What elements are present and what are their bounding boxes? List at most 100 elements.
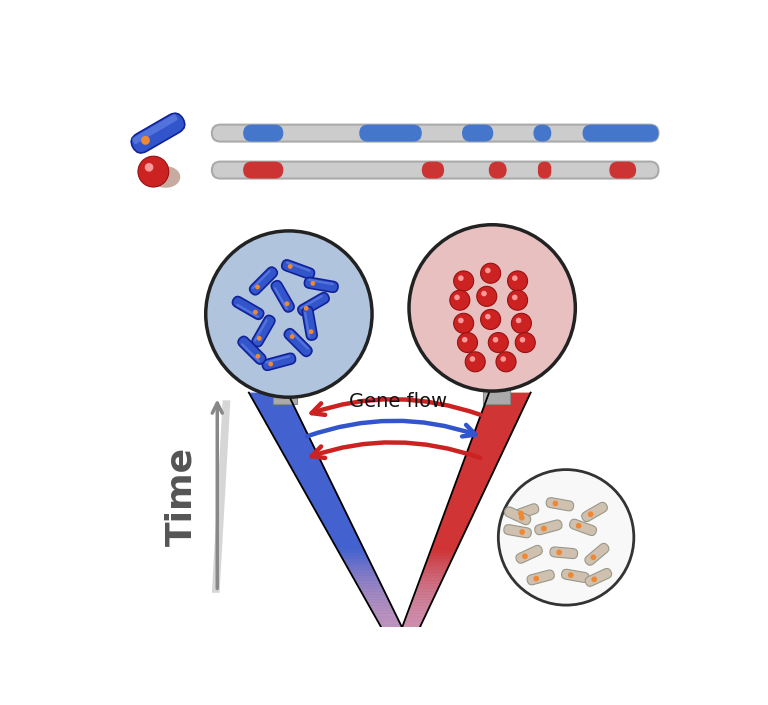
Circle shape [290, 334, 294, 339]
FancyBboxPatch shape [290, 331, 309, 350]
FancyBboxPatch shape [271, 281, 294, 312]
FancyBboxPatch shape [284, 329, 312, 357]
Circle shape [508, 271, 528, 291]
Ellipse shape [483, 295, 495, 302]
Circle shape [496, 352, 516, 372]
FancyBboxPatch shape [241, 343, 260, 362]
FancyBboxPatch shape [505, 507, 531, 525]
Polygon shape [347, 567, 376, 575]
Circle shape [481, 309, 501, 329]
Polygon shape [366, 600, 392, 608]
FancyBboxPatch shape [250, 267, 277, 295]
FancyBboxPatch shape [132, 114, 177, 145]
FancyBboxPatch shape [251, 270, 270, 289]
Polygon shape [422, 565, 449, 572]
Circle shape [591, 554, 596, 560]
Circle shape [568, 572, 574, 578]
Polygon shape [273, 388, 296, 404]
FancyBboxPatch shape [535, 520, 562, 535]
Ellipse shape [487, 319, 498, 326]
Polygon shape [425, 556, 453, 564]
Circle shape [533, 576, 539, 582]
FancyBboxPatch shape [233, 297, 263, 319]
Polygon shape [373, 614, 399, 622]
Polygon shape [212, 400, 230, 593]
Circle shape [310, 281, 316, 286]
Polygon shape [423, 562, 451, 570]
FancyBboxPatch shape [300, 295, 323, 309]
FancyBboxPatch shape [504, 525, 531, 538]
Polygon shape [364, 597, 391, 605]
Circle shape [520, 337, 525, 343]
Circle shape [285, 301, 290, 306]
Ellipse shape [460, 322, 472, 329]
Polygon shape [353, 578, 382, 586]
Circle shape [493, 337, 498, 343]
Circle shape [304, 306, 309, 311]
FancyBboxPatch shape [265, 355, 290, 364]
Polygon shape [249, 393, 402, 627]
Polygon shape [426, 553, 455, 561]
Polygon shape [379, 625, 405, 632]
Ellipse shape [487, 272, 498, 279]
FancyBboxPatch shape [516, 546, 542, 563]
Polygon shape [418, 578, 443, 586]
Circle shape [144, 163, 154, 171]
Circle shape [588, 511, 594, 517]
FancyBboxPatch shape [236, 304, 259, 318]
Circle shape [288, 264, 293, 269]
Circle shape [458, 333, 478, 352]
Polygon shape [343, 559, 372, 567]
Circle shape [268, 362, 273, 367]
Polygon shape [400, 625, 421, 632]
Circle shape [141, 136, 150, 145]
FancyBboxPatch shape [298, 293, 329, 315]
Polygon shape [413, 589, 438, 597]
FancyBboxPatch shape [538, 161, 551, 178]
FancyBboxPatch shape [253, 319, 268, 342]
Circle shape [512, 295, 518, 300]
Polygon shape [422, 567, 449, 575]
FancyBboxPatch shape [308, 279, 334, 286]
Ellipse shape [460, 280, 472, 287]
Ellipse shape [464, 341, 475, 348]
FancyBboxPatch shape [585, 568, 611, 587]
Ellipse shape [472, 361, 483, 368]
Circle shape [206, 231, 372, 397]
Polygon shape [419, 572, 445, 580]
Polygon shape [370, 608, 396, 616]
FancyBboxPatch shape [527, 570, 554, 585]
FancyBboxPatch shape [212, 161, 658, 178]
Polygon shape [402, 393, 531, 627]
FancyBboxPatch shape [511, 504, 538, 520]
Circle shape [454, 271, 474, 291]
Polygon shape [406, 611, 428, 619]
FancyBboxPatch shape [252, 315, 275, 347]
Circle shape [482, 290, 487, 296]
Circle shape [477, 286, 497, 307]
FancyBboxPatch shape [422, 161, 444, 178]
FancyBboxPatch shape [286, 262, 311, 272]
FancyBboxPatch shape [570, 519, 597, 536]
Polygon shape [344, 562, 374, 570]
Circle shape [508, 290, 528, 310]
Polygon shape [346, 565, 375, 572]
FancyBboxPatch shape [609, 161, 636, 178]
Circle shape [409, 225, 575, 391]
Circle shape [511, 313, 531, 333]
Circle shape [309, 329, 313, 334]
Ellipse shape [456, 299, 468, 306]
Circle shape [519, 515, 525, 520]
Polygon shape [419, 575, 445, 583]
FancyBboxPatch shape [131, 114, 185, 153]
FancyBboxPatch shape [238, 336, 266, 364]
Circle shape [469, 356, 475, 362]
Polygon shape [356, 584, 385, 591]
FancyBboxPatch shape [303, 307, 317, 340]
Circle shape [256, 354, 260, 359]
FancyBboxPatch shape [273, 287, 288, 310]
Polygon shape [412, 594, 435, 602]
Polygon shape [378, 622, 403, 630]
Polygon shape [402, 619, 424, 627]
Circle shape [488, 333, 508, 352]
